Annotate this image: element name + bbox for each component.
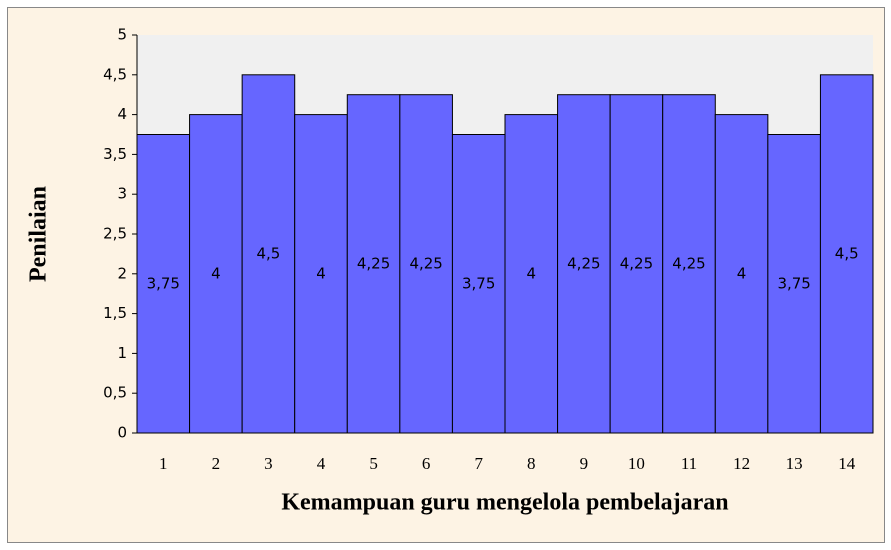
- value-label: 4,25: [620, 254, 653, 272]
- value-label: 4,25: [409, 254, 442, 272]
- y-axis-label: Penilaian: [26, 186, 52, 282]
- value-label: 4,25: [672, 254, 705, 272]
- y-tick-label: 2,5: [103, 225, 127, 243]
- bar: [189, 114, 243, 434]
- y-tick-label: 3: [117, 185, 127, 203]
- y-tick-label: 0,5: [103, 384, 127, 402]
- x-tick-label: 14: [838, 454, 856, 473]
- y-tick-label: 2: [117, 264, 127, 282]
- x-tick-label: 8: [527, 454, 536, 473]
- value-label: 4: [316, 264, 326, 282]
- value-label: 3,75: [462, 274, 495, 292]
- value-label: 4,25: [567, 254, 600, 272]
- value-label: 4,5: [835, 244, 859, 262]
- bar: [241, 74, 296, 434]
- x-tick-label: 7: [474, 454, 483, 473]
- value-label: 4: [737, 264, 747, 282]
- bar: [346, 94, 401, 434]
- x-tick-label: 9: [580, 454, 589, 473]
- value-label: 3,75: [147, 274, 180, 292]
- x-tick-label: 5: [369, 454, 378, 473]
- x-tick-label: 1: [159, 454, 168, 473]
- value-label: 3,75: [777, 274, 810, 292]
- bar: [399, 94, 453, 434]
- bar: [451, 134, 506, 434]
- x-axis-label: Kemampuan guru mengelola pembelajaran: [281, 490, 728, 516]
- bar: [819, 74, 874, 434]
- y-tick-label: 1: [117, 344, 127, 362]
- bar: [767, 134, 821, 434]
- bar: [609, 94, 664, 434]
- y-tick-label: 0: [117, 424, 127, 442]
- bar: [504, 114, 559, 434]
- x-tick-label: 4: [317, 454, 326, 473]
- x-tick-label: 13: [786, 454, 803, 473]
- y-tick-label: 3,5: [103, 145, 127, 163]
- x-tick-label: 11: [681, 454, 697, 473]
- x-tick-label: 10: [628, 454, 645, 473]
- value-label: 4,25: [357, 254, 390, 272]
- x-tick-label: 6: [422, 454, 431, 473]
- y-tick-label: 5: [117, 26, 127, 44]
- x-tick-label: 12: [733, 454, 750, 473]
- x-tick-label: 3: [264, 454, 273, 473]
- value-label: 4: [527, 264, 537, 282]
- bar: [714, 114, 769, 434]
- value-label: 4: [211, 264, 221, 282]
- y-tick-label: 4: [117, 105, 127, 123]
- x-tick-label: 2: [212, 454, 221, 473]
- bar: [662, 94, 716, 434]
- y-tick-label: 4,5: [103, 65, 127, 83]
- value-label: 4,5: [256, 244, 280, 262]
- bar: [557, 94, 611, 434]
- y-tick-label: 1,5: [103, 304, 127, 322]
